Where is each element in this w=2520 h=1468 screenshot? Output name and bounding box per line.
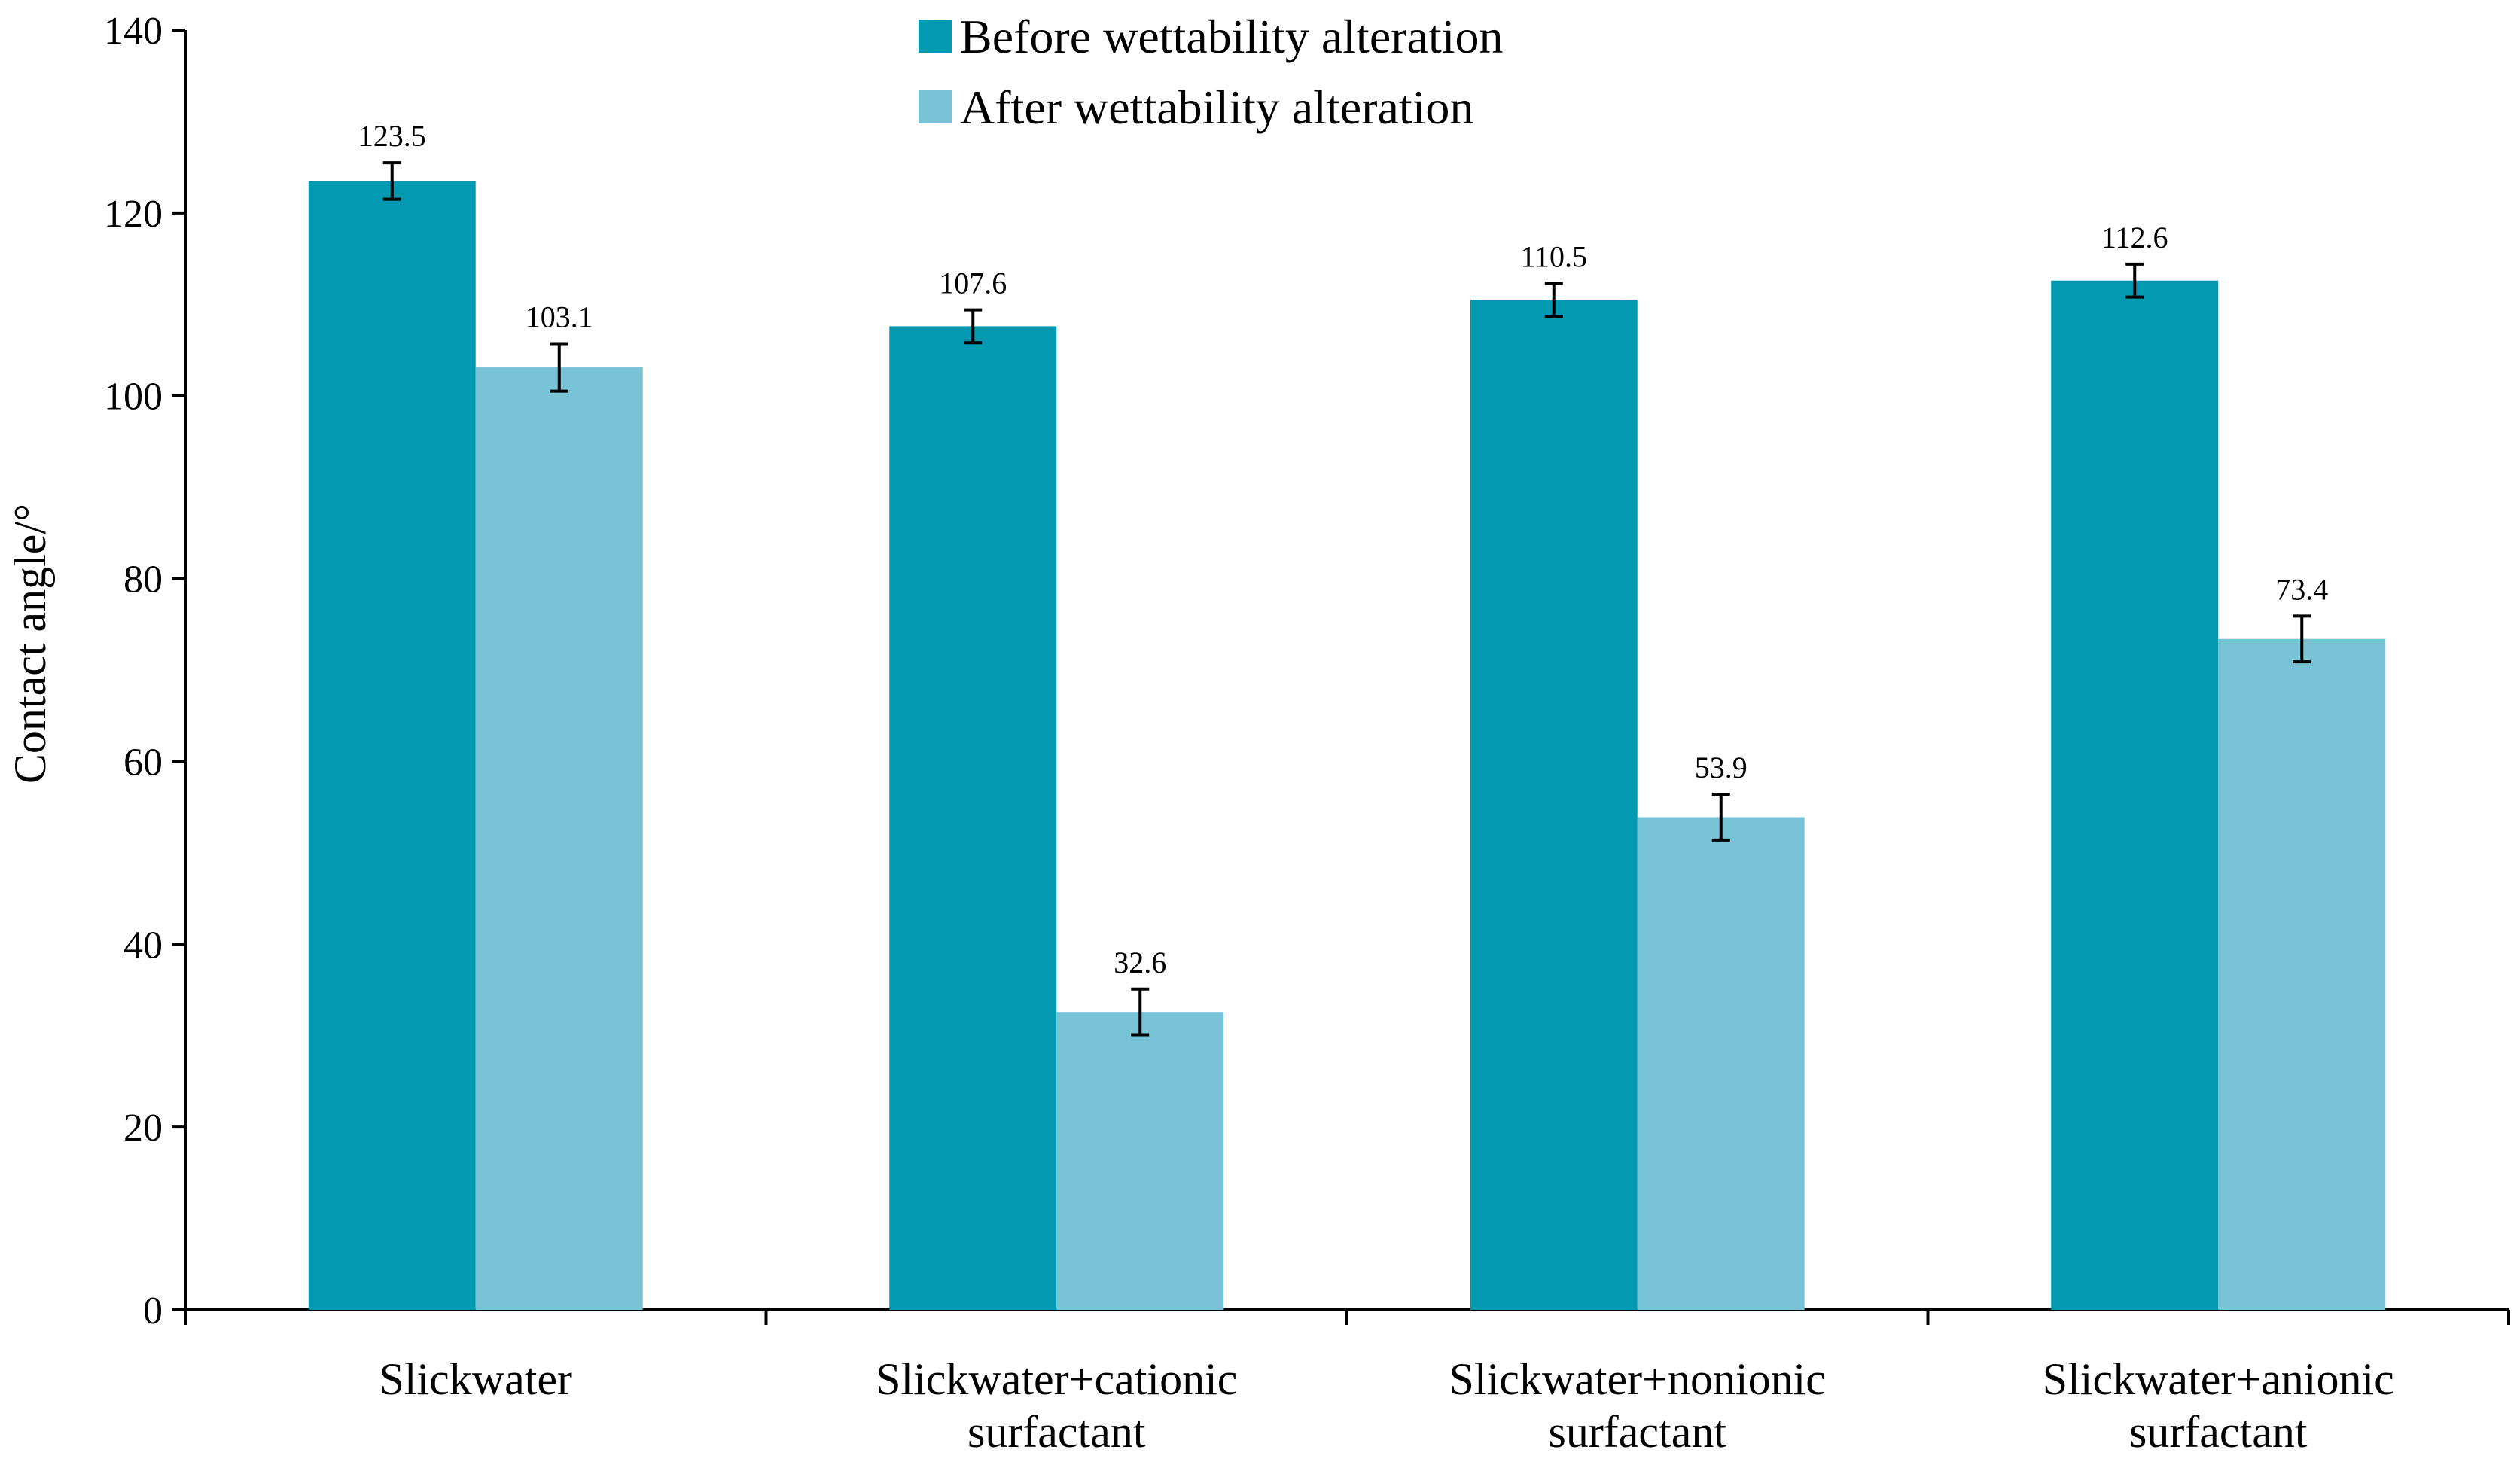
category-label: Slickwater+nonionic <box>1449 1354 1826 1404</box>
bar <box>889 326 1057 1310</box>
data-label: 53.9 <box>1695 751 1748 784</box>
bar <box>2218 638 2386 1310</box>
bar <box>475 367 643 1311</box>
y-tick-label: 120 <box>104 193 163 236</box>
data-label: 103.1 <box>526 300 593 334</box>
category-label: Slickwater+cationic <box>876 1354 1237 1404</box>
legend-swatch <box>919 90 952 123</box>
legend-swatch <box>919 20 952 53</box>
data-labels: 123.5 107.6 110.5 112.6 103.1 32.6 53.9 73.4 <box>358 119 2329 979</box>
bar <box>2051 280 2219 1310</box>
y-tick-label: 100 <box>104 376 163 419</box>
y-tick-label: 80 <box>123 559 163 602</box>
y-tick-labels: 0 20 40 60 80 100 120 140 <box>104 10 163 1332</box>
bars <box>308 181 2386 1311</box>
category-label: surfactant <box>1548 1407 1726 1457</box>
y-tick-label: 0 <box>143 1290 163 1332</box>
category-label: Slickwater <box>379 1354 572 1404</box>
bar <box>1056 1012 1224 1310</box>
y-tick-label: 40 <box>123 924 163 967</box>
legend-label: After wettability alteration <box>960 81 1473 134</box>
bar <box>308 181 476 1310</box>
category-label: Slickwater+anionic <box>2043 1354 2394 1404</box>
legend: Before wettability alteration After wetta… <box>919 10 1504 134</box>
bar <box>1470 300 1638 1310</box>
error-bars <box>382 161 2311 1037</box>
y-axis-title: Contact angle/° <box>5 504 55 784</box>
y-tick-label: 20 <box>123 1107 163 1150</box>
category-label: surfactant <box>2129 1407 2308 1457</box>
data-label: 107.6 <box>939 266 1007 300</box>
bar <box>1637 817 1805 1310</box>
data-label: 110.5 <box>1520 239 1587 273</box>
y-tick-label: 60 <box>123 741 163 784</box>
y-tick-label: 140 <box>104 10 163 53</box>
category-labels: Slickwater Slickwater+cationicsurfactantS… <box>379 1354 2394 1457</box>
data-label: 73.4 <box>2275 572 2328 606</box>
category-label: surfactant <box>967 1407 1146 1457</box>
data-label: 32.6 <box>1114 946 1166 979</box>
data-label: 123.5 <box>358 119 426 153</box>
data-label: 112.6 <box>2101 221 2168 254</box>
legend-label: Before wettability alteration <box>960 10 1504 63</box>
